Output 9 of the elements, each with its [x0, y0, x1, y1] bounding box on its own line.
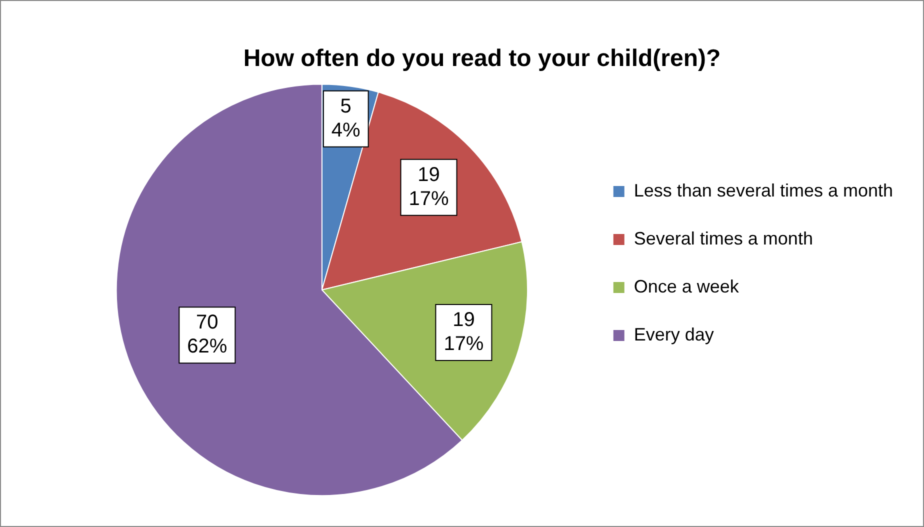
- data-label: 19 17%: [444, 309, 484, 356]
- chart-title: How often do you read to your child(ren)?: [243, 45, 721, 72]
- legend-label: Less than several times a month: [634, 180, 894, 200]
- legend-label: Once a week: [634, 276, 740, 296]
- legend-label: Every day: [634, 324, 714, 344]
- data-label: 70 62%: [187, 312, 228, 358]
- data-label: 5 4%: [331, 95, 361, 142]
- legend-label: Several times a month: [634, 228, 813, 248]
- data-label: 19 17%: [408, 164, 449, 210]
